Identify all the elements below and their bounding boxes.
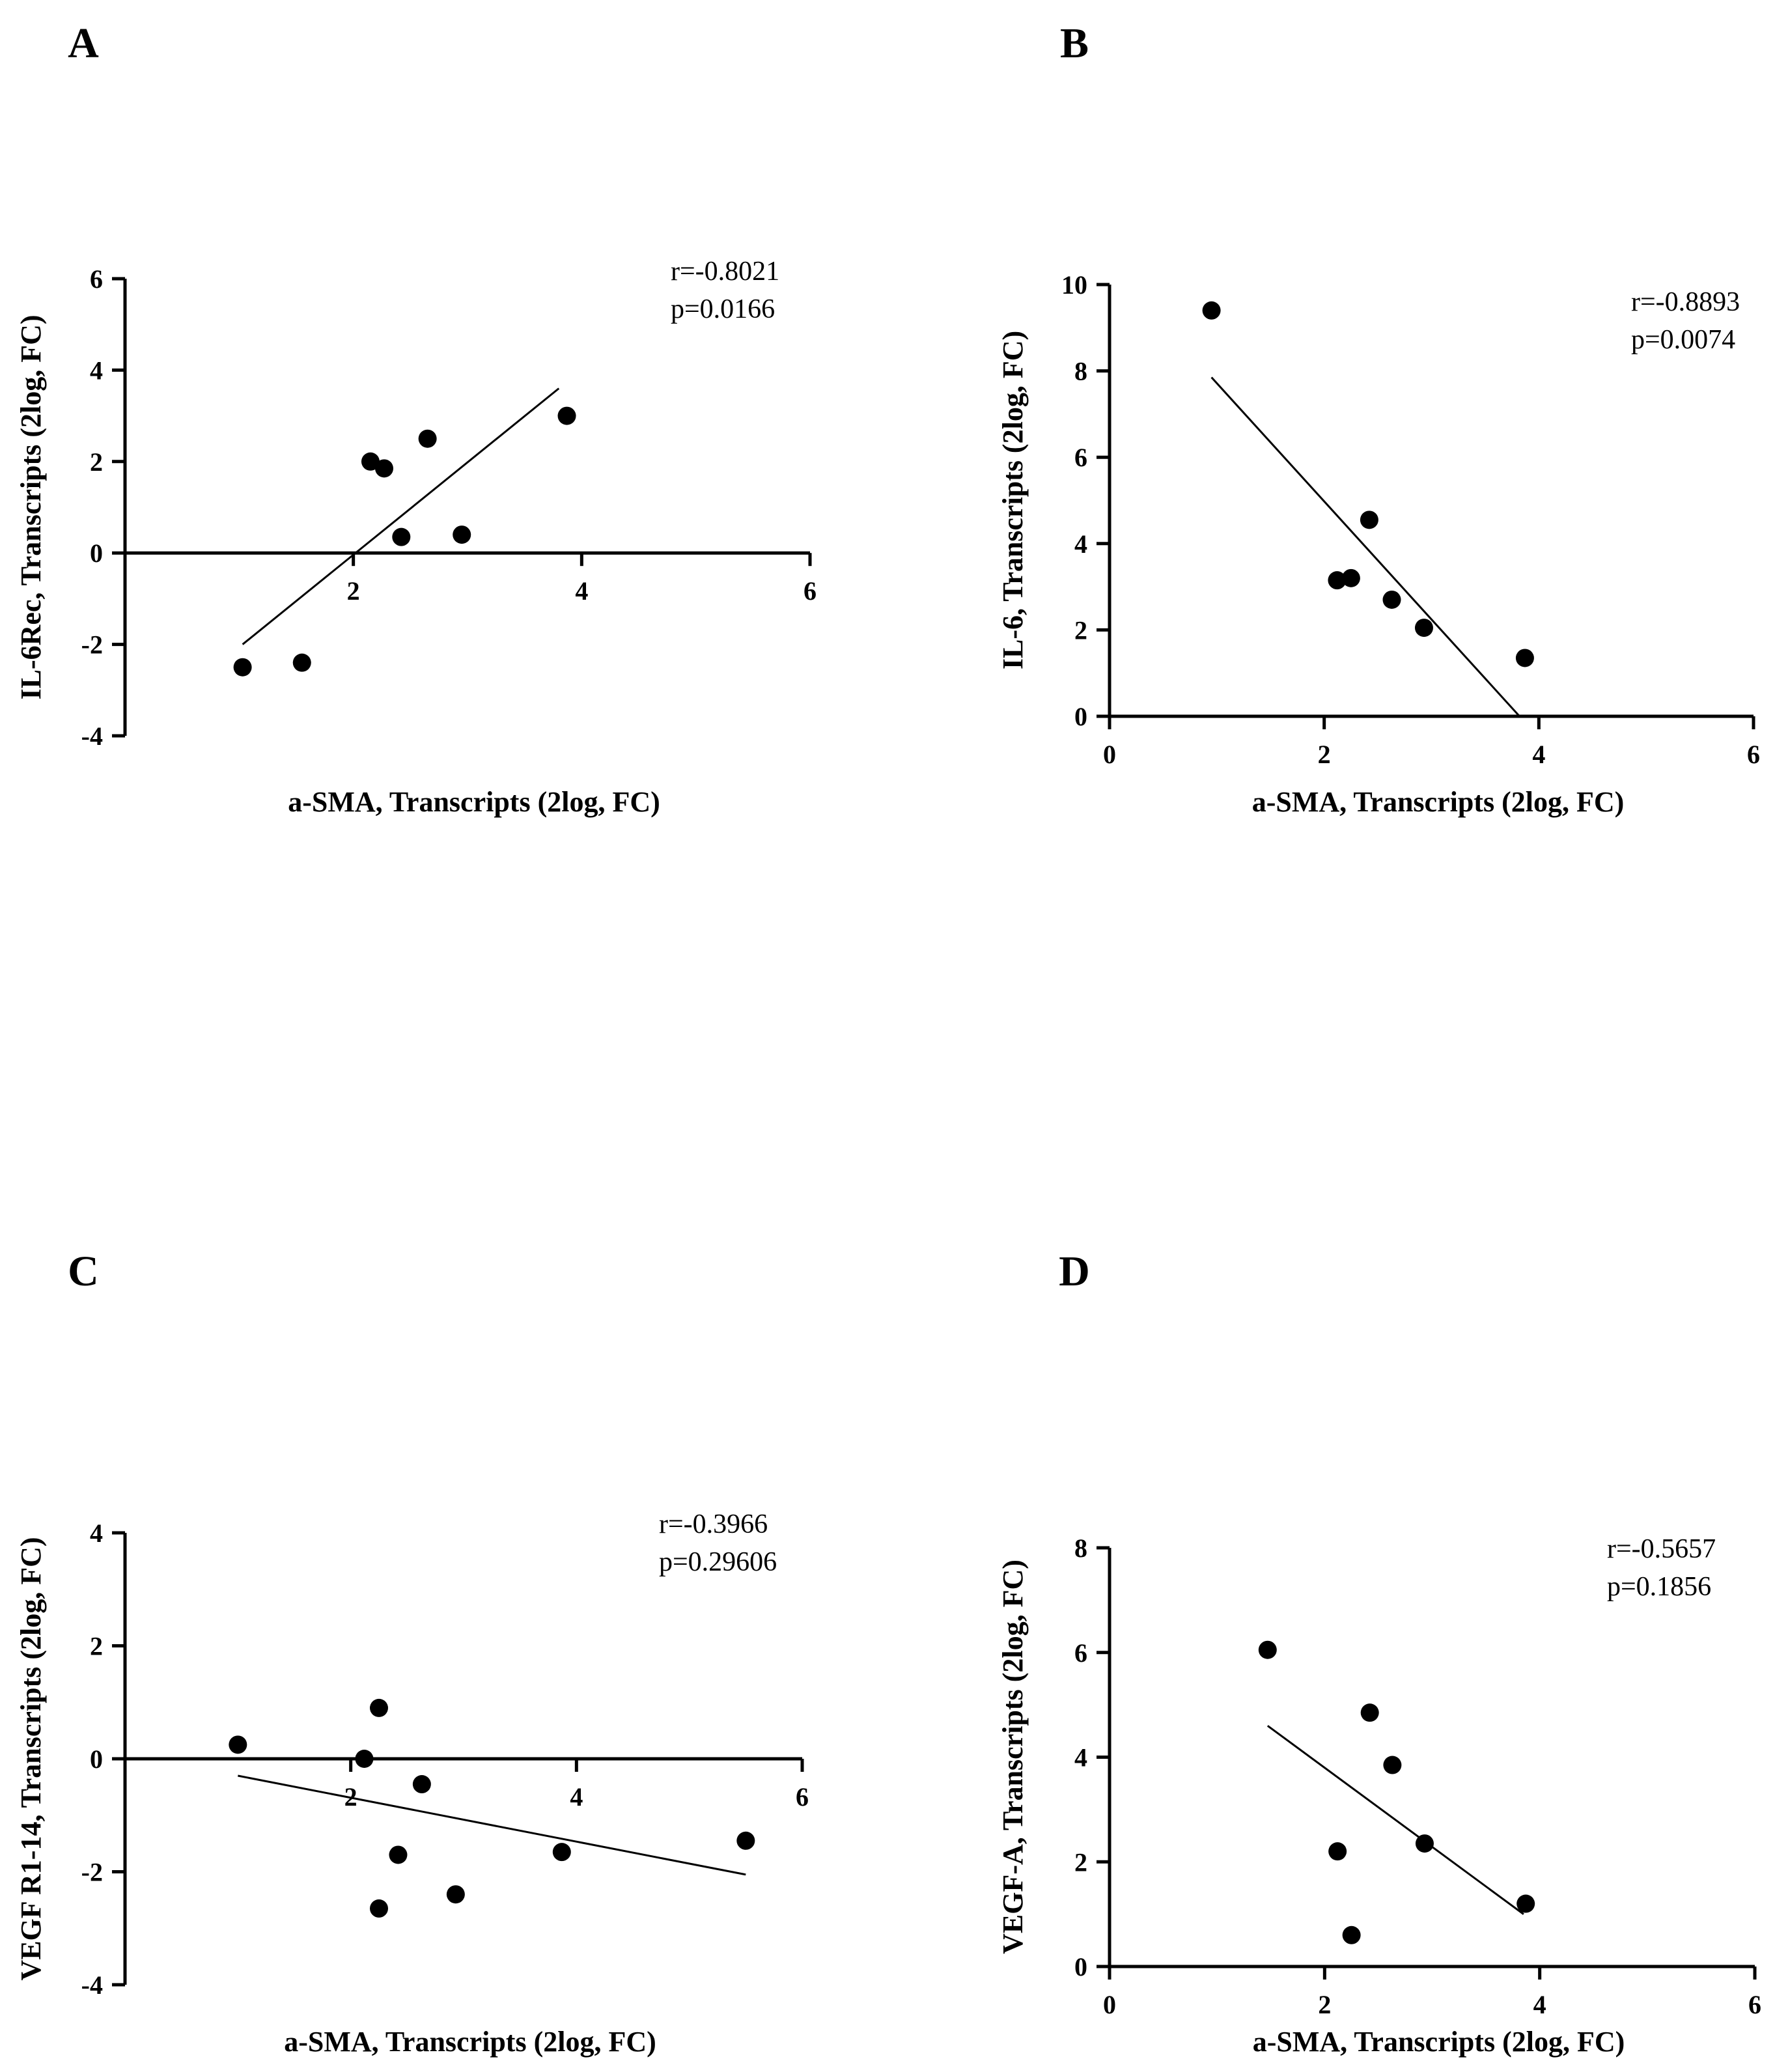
y-axis-title: IL-6, Transcripts (2log, FC) xyxy=(997,331,1029,669)
data-point xyxy=(1382,590,1401,609)
x-tick-label: 4 xyxy=(1532,740,1545,769)
y-axis-title: IL-6Rec, Transcripts (2log, FC) xyxy=(15,315,47,699)
y-tick-label: 0 xyxy=(1074,702,1087,731)
x-tick-label: 6 xyxy=(804,576,817,606)
y-tick-label: 2 xyxy=(1074,615,1087,645)
y-tick-label: -4 xyxy=(81,721,103,751)
regression-line xyxy=(1266,1725,1524,1915)
data-point xyxy=(370,1698,388,1717)
y-tick-label: 6 xyxy=(1074,1638,1087,1668)
x-tick-label: 6 xyxy=(1748,1990,1761,2019)
y-tick-label: 2 xyxy=(1074,1847,1087,1877)
data-point xyxy=(736,1831,755,1850)
y-tick-label: 8 xyxy=(1074,1533,1087,1563)
y-tick-label: -2 xyxy=(81,1858,103,1887)
stat-p: p=0.0074 xyxy=(1631,325,1735,355)
stat-r: r=-0.8893 xyxy=(1631,287,1740,317)
y-tick-label: 2 xyxy=(90,1632,103,1661)
y-axis-title: VEGF R1-14, Transcripts (2log, FC) xyxy=(15,1537,47,1980)
data-point xyxy=(1342,1925,1361,1944)
data-point xyxy=(557,406,576,425)
data-point xyxy=(1328,571,1347,590)
data-point xyxy=(1383,1756,1402,1774)
data-point xyxy=(375,459,394,478)
panel-d: D 0 2 4 6 8 0 2 4 6 a-SMA, Transcripts (2log, FC) V… xyxy=(997,1248,1761,2058)
data-point xyxy=(1414,619,1433,637)
x-axis-title: a-SMA, Transcripts (2log, FC) xyxy=(1252,786,1625,818)
data-point xyxy=(446,1885,465,1904)
data-point xyxy=(233,658,252,677)
y-tick-label: -4 xyxy=(81,1970,103,2000)
data-point xyxy=(389,1845,408,1864)
data-point xyxy=(1415,1834,1434,1853)
stat-p: p=0.1856 xyxy=(1607,1572,1711,1602)
x-tick-label: 0 xyxy=(1103,1990,1116,2019)
x-tick-label: 2 xyxy=(347,576,360,606)
x-tick-label: 4 xyxy=(575,576,588,606)
y-tick-label: -2 xyxy=(81,630,103,660)
data-point xyxy=(292,653,311,672)
y-tick-label: 0 xyxy=(90,539,103,568)
x-axis-title: a-SMA, Transcripts (2log, FC) xyxy=(1253,2026,1625,2058)
panel-letter: C xyxy=(68,1248,99,1295)
data-point xyxy=(1515,649,1534,667)
x-axis-title: a-SMA, Transcripts (2log, FC) xyxy=(288,786,660,818)
data-point xyxy=(453,525,471,544)
panel-letter: D xyxy=(1059,1248,1090,1295)
y-tick-label: 8 xyxy=(1074,357,1087,386)
y-tick-label: 4 xyxy=(90,356,103,385)
y-tick-label: 4 xyxy=(90,1519,103,1548)
data-point xyxy=(1202,301,1221,320)
y-tick-label: 0 xyxy=(1074,1952,1087,1981)
data-point xyxy=(370,1899,388,1918)
data-point xyxy=(1360,1703,1379,1722)
data-point xyxy=(552,1843,571,1862)
stat-r: r=-0.8021 xyxy=(671,257,779,287)
panel-a: A -4 -2 0 2 4 6 2 4 6 a-SMA, Transcripts (2log, FC… xyxy=(15,20,817,818)
data-point xyxy=(412,1775,431,1794)
regression-line xyxy=(1210,376,1520,718)
data-point xyxy=(361,452,380,471)
regression-line xyxy=(238,1774,746,1876)
stat-r: r=-0.3966 xyxy=(659,1509,768,1539)
x-axis-title: a-SMA, Transcripts (2log, FC) xyxy=(284,2026,656,2058)
x-tick-label: 6 xyxy=(796,1782,809,1812)
x-tick-label: 2 xyxy=(1318,1990,1331,2019)
y-tick-label: 6 xyxy=(1074,443,1087,472)
stat-p: p=0.29606 xyxy=(659,1547,777,1577)
x-tick-label: 2 xyxy=(1318,740,1331,769)
data-point xyxy=(418,429,437,448)
data-point xyxy=(355,1750,374,1768)
data-point xyxy=(229,1735,247,1754)
panel-c: C-4-2024246a-SMA, Transcripts (2log, FC)… xyxy=(15,1248,809,2058)
y-tick-label: 2 xyxy=(90,447,103,477)
x-tick-label: 6 xyxy=(1747,740,1760,769)
data-point xyxy=(392,527,411,546)
panel-letter: A xyxy=(68,20,99,67)
y-tick-label: 4 xyxy=(1074,529,1087,559)
panel-letter: B xyxy=(1060,20,1089,67)
data-point xyxy=(1341,568,1360,587)
y-tick-label: 10 xyxy=(1061,270,1087,300)
y-axis-title: VEGF-A, Transcripts (2log, FC) xyxy=(997,1560,1029,1954)
stat-p: p=0.0166 xyxy=(671,294,775,324)
panel-b: B 0 2 4 6 8 10 0 2 4 6 a-SMA, Transcripts (2log, FC… xyxy=(997,20,1760,818)
data-point xyxy=(1516,1894,1535,1913)
y-tick-label: 6 xyxy=(90,264,103,294)
x-tick-label: 4 xyxy=(1533,1990,1546,2019)
y-tick-label: 4 xyxy=(1074,1743,1087,1772)
data-point xyxy=(1258,1640,1277,1659)
stat-r: r=-0.5657 xyxy=(1607,1534,1716,1564)
regression-line xyxy=(242,387,560,645)
y-tick-label: 0 xyxy=(90,1744,103,1774)
data-point xyxy=(1360,511,1378,529)
x-tick-label: 4 xyxy=(570,1782,583,1812)
data-point xyxy=(1328,1842,1347,1861)
x-tick-label: 0 xyxy=(1103,740,1116,769)
